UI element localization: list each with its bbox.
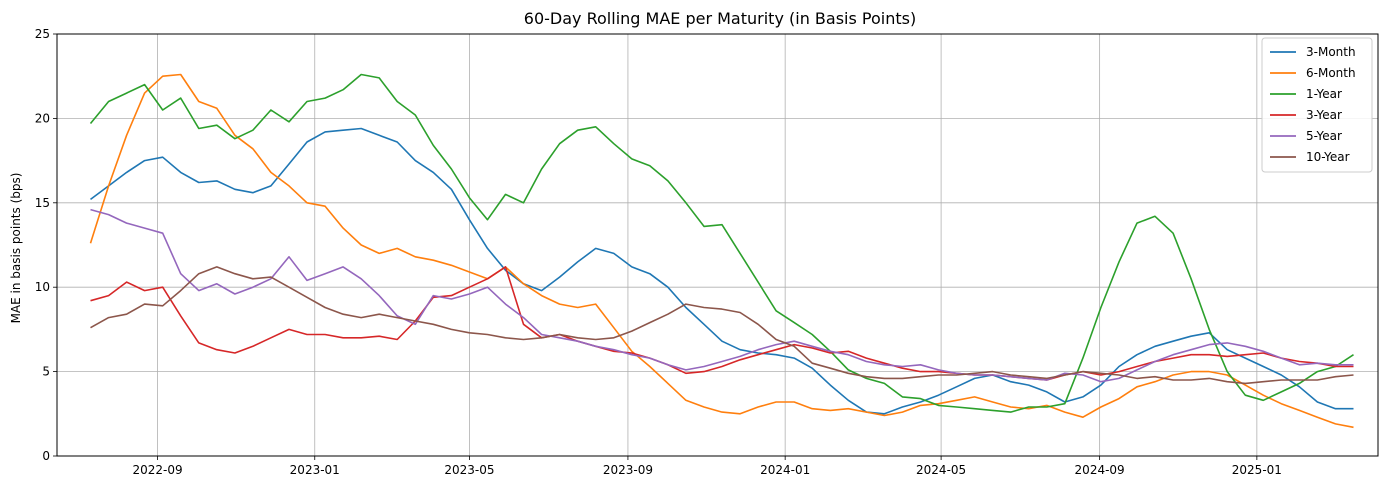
x-tick-label: 2024-01 — [760, 463, 810, 477]
x-tick-label: 2023-05 — [444, 463, 494, 477]
legend-label: 3-Year — [1306, 108, 1342, 122]
series-line-1-year — [89, 73, 1354, 413]
x-tick-label: 2025-01 — [1232, 463, 1282, 477]
y-tick-label: 20 — [35, 111, 50, 125]
y-axis: 0 5 10 15 20 25 — [35, 27, 57, 463]
x-tick-label: 2024-09 — [1075, 463, 1125, 477]
series-line-3-month — [90, 127, 1354, 415]
x-tick-label: 2023-09 — [603, 463, 653, 477]
legend-label: 1-Year — [1306, 87, 1342, 101]
series-line-3-year — [90, 266, 1354, 381]
series-line-5-year — [90, 208, 1354, 383]
series-line-6-month — [89, 73, 1354, 429]
legend: 3-Month 6-Month 1-Year 3-Year 5-Year 10-Year — [1261, 37, 1373, 173]
grid — [57, 33, 1378, 457]
plot-lines — [89, 73, 1354, 429]
y-axis-label: MAE in basis points (bps) — [9, 173, 23, 324]
legend-box — [1261, 37, 1373, 173]
x-tick-label: 2023-01 — [290, 463, 340, 477]
y-tick-label: 10 — [35, 280, 50, 294]
y-tick-label: 5 — [42, 365, 50, 379]
x-tick-label: 2024-05 — [916, 463, 966, 477]
x-tick-label: 2022-09 — [132, 463, 182, 477]
y-tick-label: 0 — [42, 449, 50, 463]
chart-title: 60-Day Rolling MAE per Maturity (in Basi… — [524, 9, 916, 28]
series-line-10-year — [90, 266, 1354, 385]
y-tick-label: 25 — [35, 27, 50, 41]
x-axis: 2022-09 2023-01 2023-05 2023-09 2024-01 2024-… — [132, 456, 1282, 477]
plot-frame — [56, 33, 1379, 457]
legend-label: 10-Year — [1306, 150, 1350, 164]
legend-label: 6-Month — [1306, 66, 1356, 80]
legend-label: 3-Month — [1306, 45, 1356, 59]
legend-label: 5-Year — [1306, 129, 1342, 143]
y-tick-label: 15 — [35, 196, 50, 210]
